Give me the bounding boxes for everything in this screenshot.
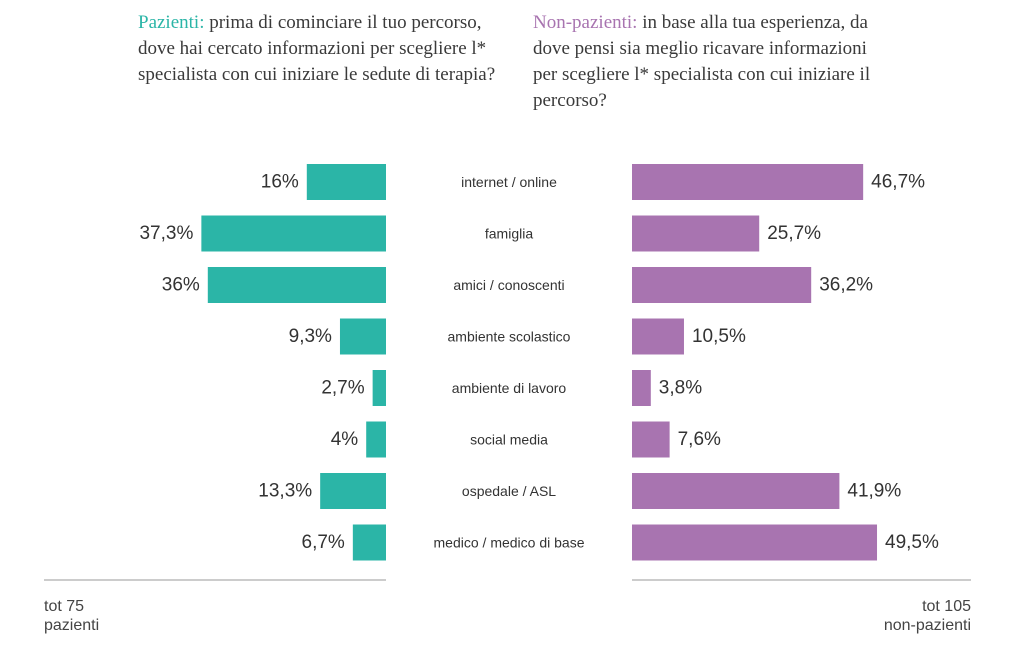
bar-pazienti: [352, 524, 386, 561]
category-label: social media: [470, 432, 548, 448]
category-label: ambiente scolastico: [448, 329, 571, 345]
bar-pazienti: [207, 267, 386, 303]
category-label: internet / online: [461, 174, 557, 190]
bar-non-pazienti: [632, 421, 670, 458]
bar-pazienti: [366, 421, 386, 458]
category-label: ambiente di lavoro: [452, 380, 567, 396]
bar-pazienti: [306, 164, 386, 200]
category-label: famiglia: [485, 226, 533, 242]
bar-non-pazienti: [632, 524, 878, 561]
bar-non-pazienti: [632, 370, 651, 406]
bars-group: 16% 46,7% internet / online 37,3% 25,7% famig…: [139, 164, 939, 561]
bar-non-pazienti: [632, 164, 864, 200]
value-label-non-pazienti: 3,8%: [659, 378, 702, 399]
footer-total-pazienti-label: pazienti: [44, 617, 100, 634]
bar-non-pazienti: [632, 318, 684, 355]
category-label: medico / medico di base: [434, 535, 585, 551]
value-label-pazienti: 4%: [331, 429, 359, 450]
bar-pazienti: [201, 215, 386, 252]
bar-pazienti: [320, 473, 386, 509]
value-label-non-pazienti: 10,5%: [692, 326, 746, 347]
bar-non-pazienti: [632, 215, 760, 252]
value-label-non-pazienti: 49,5%: [885, 532, 939, 553]
value-label-pazienti: 36%: [162, 275, 200, 296]
value-label-non-pazienti: 7,6%: [678, 429, 721, 450]
category-label: ospedale / ASL: [462, 483, 556, 499]
footer-total-non-pazienti-count: tot 105: [922, 598, 971, 615]
footer-total-non-pazienti: tot 105 non-pazienti: [884, 597, 971, 635]
value-label-pazienti: 37,3%: [139, 223, 193, 244]
bar-pazienti: [372, 370, 386, 406]
value-label-pazienti: 13,3%: [258, 481, 312, 502]
value-label-pazienti: 2,7%: [321, 378, 364, 399]
question-non-pazienti: Non-pazienti: in base alla tua esperienz…: [533, 10, 893, 114]
question-non-pazienti-lead: Non-pazienti:: [533, 12, 638, 33]
value-label-pazienti: 9,3%: [289, 326, 332, 347]
question-pazienti-lead: Pazienti:: [138, 12, 205, 33]
bar-pazienti: [339, 318, 386, 355]
footer-total-pazienti: tot 75 pazienti: [44, 597, 99, 635]
category-label: amici / conoscenti: [453, 277, 564, 293]
value-label-non-pazienti: 25,7%: [767, 223, 821, 244]
value-label-non-pazienti: 36,2%: [819, 275, 873, 296]
value-label-non-pazienti: 46,7%: [871, 172, 925, 193]
question-pazienti: Pazienti: prima di cominciare il tuo per…: [138, 10, 498, 88]
bar-non-pazienti: [632, 473, 840, 509]
bar-non-pazienti: [632, 267, 812, 303]
footer-total-pazienti-count: tot 75: [44, 598, 85, 615]
question-pazienti-text: prima di cominciare il tuo percorso, dov…: [138, 12, 496, 85]
value-label-pazienti: 6,7%: [302, 532, 345, 553]
footer-total-non-pazienti-label: non-pazienti: [883, 617, 971, 634]
value-label-non-pazienti: 41,9%: [847, 481, 901, 502]
question-non-pazienti-text: in base alla tua esperienza, da dove pen…: [533, 12, 871, 111]
value-label-pazienti: 16%: [261, 172, 299, 193]
